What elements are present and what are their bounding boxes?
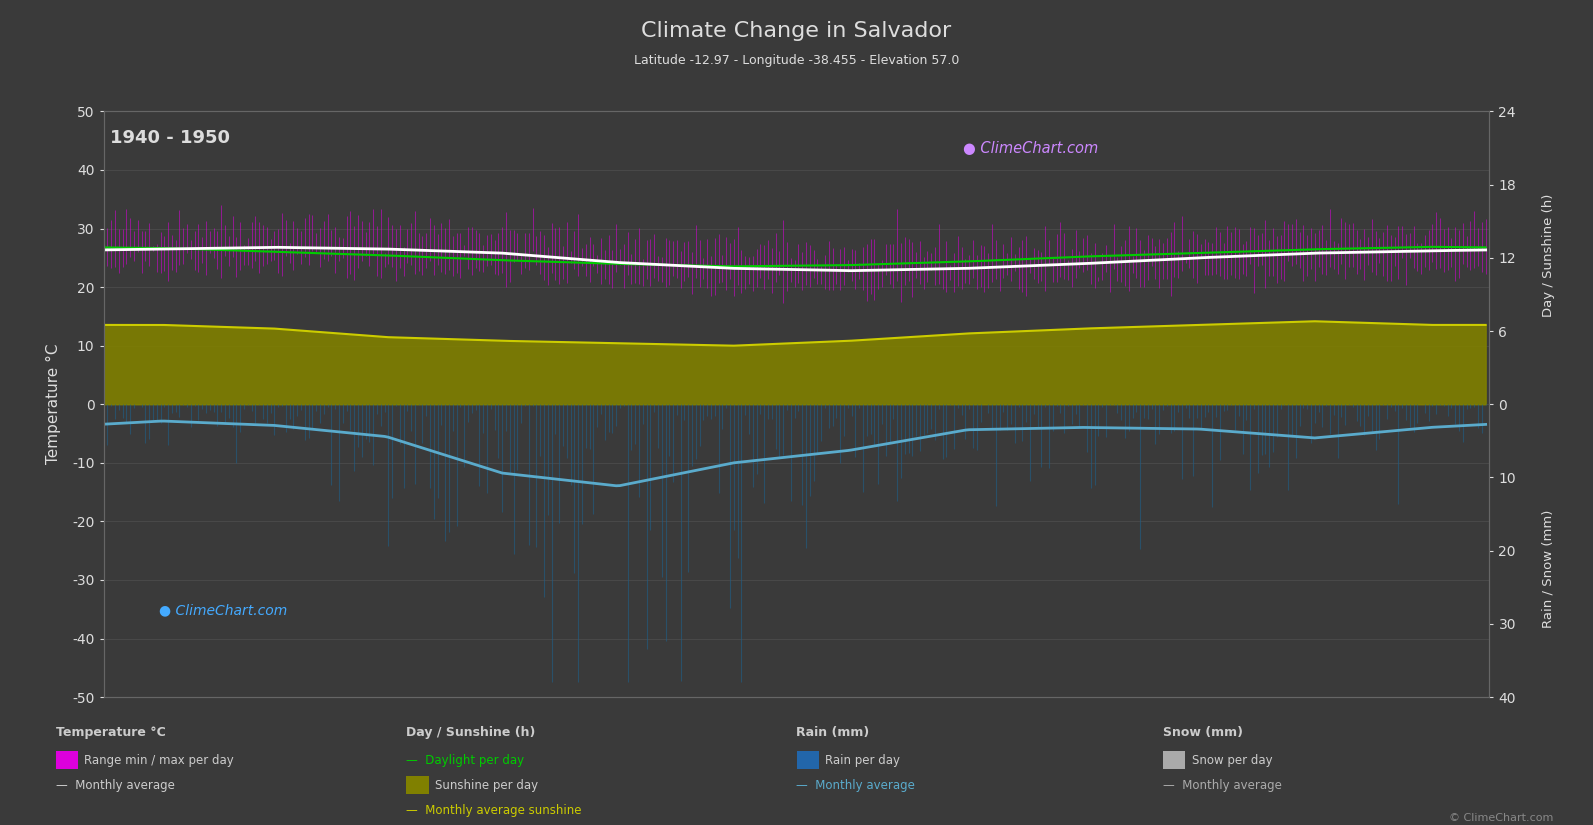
Text: © ClimeChart.com: © ClimeChart.com: [1448, 813, 1553, 823]
Text: Rain / Snow (mm): Rain / Snow (mm): [1542, 510, 1555, 629]
Text: Rain per day: Rain per day: [825, 754, 900, 767]
Text: —  Monthly average: — Monthly average: [1163, 779, 1282, 792]
Text: Climate Change in Salvador: Climate Change in Salvador: [642, 21, 951, 40]
Text: Day / Sunshine (h): Day / Sunshine (h): [406, 726, 535, 739]
Text: Latitude -12.97 - Longitude -38.455 - Elevation 57.0: Latitude -12.97 - Longitude -38.455 - El…: [634, 54, 959, 67]
Text: ● ClimeChart.com: ● ClimeChart.com: [159, 603, 287, 617]
Y-axis label: Temperature °C: Temperature °C: [46, 344, 61, 464]
Text: —  Monthly average: — Monthly average: [796, 779, 916, 792]
Text: 1940 - 1950: 1940 - 1950: [110, 129, 231, 147]
Text: ● ClimeChart.com: ● ClimeChart.com: [962, 140, 1098, 156]
Text: Snow per day: Snow per day: [1192, 754, 1273, 767]
Text: —  Monthly average sunshine: — Monthly average sunshine: [406, 804, 581, 817]
Text: Sunshine per day: Sunshine per day: [435, 779, 538, 792]
Text: Range min / max per day: Range min / max per day: [84, 754, 234, 767]
Text: Rain (mm): Rain (mm): [796, 726, 870, 739]
Text: Temperature °C: Temperature °C: [56, 726, 166, 739]
Text: Snow (mm): Snow (mm): [1163, 726, 1243, 739]
Text: —  Monthly average: — Monthly average: [56, 779, 175, 792]
Text: —  Daylight per day: — Daylight per day: [406, 754, 524, 767]
Text: Day / Sunshine (h): Day / Sunshine (h): [1542, 194, 1555, 318]
